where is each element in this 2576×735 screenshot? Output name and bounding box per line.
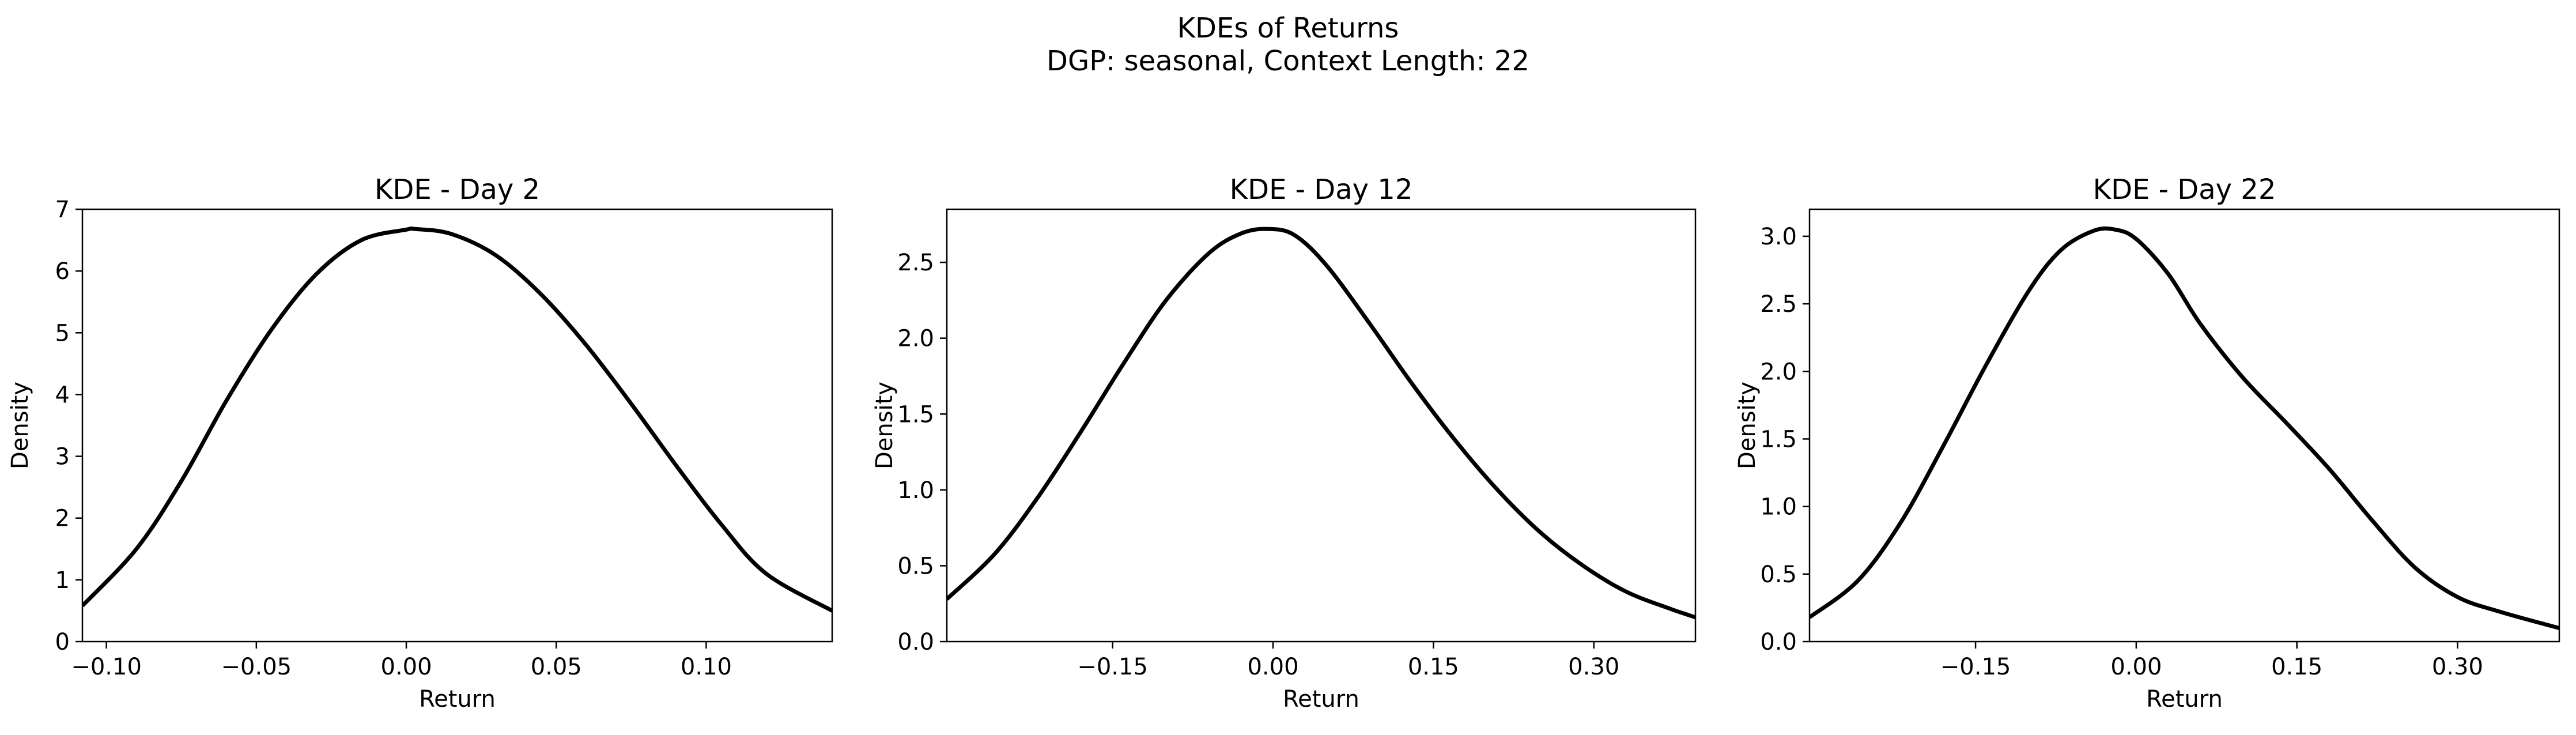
y-tick-label: 5 bbox=[55, 320, 70, 346]
x-tick-label: 0.30 bbox=[1568, 654, 1619, 680]
kde-panel-day-12: KDE - Day 12 −0.15 0.00 0.15 0.30 0.0 0.5 1.0 1.… bbox=[871, 174, 1697, 713]
y-tick-label: 6 bbox=[55, 258, 70, 285]
axes-frame bbox=[1808, 208, 2560, 643]
figure-title-line2: DGP: seasonal, Context Length: 22 bbox=[1047, 45, 1529, 77]
x-axis-label: Return bbox=[2146, 686, 2223, 713]
kde-panel-day-2: KDE - Day 2 −0.10 −0.05 0.00 0.05 0.10 0 1 2 3 4 5 6… bbox=[7, 174, 833, 713]
y-tick-label: 2 bbox=[55, 506, 70, 532]
panel-title: KDE - Day 2 bbox=[375, 174, 540, 206]
y-tick-label: 0.5 bbox=[1760, 561, 1797, 588]
y-tick-label: 0.0 bbox=[897, 629, 934, 655]
y-axis-label: Density bbox=[7, 382, 33, 469]
x-tick-label: 0.10 bbox=[681, 654, 732, 680]
kde-panel-day-22: KDE - Day 22 −0.15 0.00 0.15 0.30 0.0 0.5 1.0 1.… bbox=[1734, 174, 2560, 713]
y-tick-label: 3 bbox=[55, 444, 70, 470]
kde-line bbox=[82, 226, 832, 613]
y-tick-label: 0.5 bbox=[897, 553, 934, 579]
x-axis-label: Return bbox=[1283, 686, 1359, 713]
panel-title: KDE - Day 22 bbox=[2093, 174, 2276, 206]
y-tick-label: 2.0 bbox=[897, 326, 934, 352]
panel-title: KDE - Day 12 bbox=[1230, 174, 1413, 206]
kde-line bbox=[947, 227, 1695, 620]
x-tick-label: −0.10 bbox=[71, 654, 142, 680]
y-tick-label: 2.5 bbox=[1760, 291, 1797, 318]
y-tick-label: 0 bbox=[55, 629, 70, 655]
x-tick-label: −0.15 bbox=[1077, 654, 1148, 680]
y-axis-label: Density bbox=[871, 382, 898, 469]
x-tick-label: 0.00 bbox=[1247, 654, 1298, 680]
axes-frame bbox=[81, 208, 833, 643]
y-tick-label: 4 bbox=[55, 382, 70, 408]
kde-line bbox=[1810, 226, 2559, 630]
x-axis-label: Return bbox=[419, 686, 496, 713]
axes-frame bbox=[946, 208, 1697, 643]
x-tick-label: −0.15 bbox=[1940, 654, 2011, 680]
y-tick-label: 2.0 bbox=[1760, 359, 1797, 385]
x-tick-label: 0.30 bbox=[2432, 654, 2483, 680]
figure-title-line1: KDEs of Returns bbox=[1177, 12, 1399, 44]
y-tick-label: 1.0 bbox=[897, 477, 934, 504]
x-tick-label: 0.15 bbox=[2271, 654, 2322, 680]
y-axis-label: Density bbox=[1734, 382, 1761, 469]
y-tick-label: 0.0 bbox=[1760, 629, 1797, 655]
y-tick-label: 2.5 bbox=[897, 250, 934, 276]
x-tick-label: 0.15 bbox=[1408, 654, 1459, 680]
x-tick-label: 0.00 bbox=[381, 654, 432, 680]
y-tick-label: 1.0 bbox=[1760, 494, 1797, 521]
y-tick-label: 1.5 bbox=[1760, 426, 1797, 453]
y-tick-label: 3.0 bbox=[1760, 224, 1797, 250]
x-tick-label: 0.05 bbox=[531, 654, 582, 680]
x-tick-label: 0.00 bbox=[2110, 654, 2162, 680]
y-tick-label: 1.5 bbox=[897, 401, 934, 428]
y-tick-label: 1 bbox=[55, 567, 70, 594]
y-tick-label: 7 bbox=[55, 197, 70, 223]
x-tick-label: −0.05 bbox=[221, 654, 292, 680]
